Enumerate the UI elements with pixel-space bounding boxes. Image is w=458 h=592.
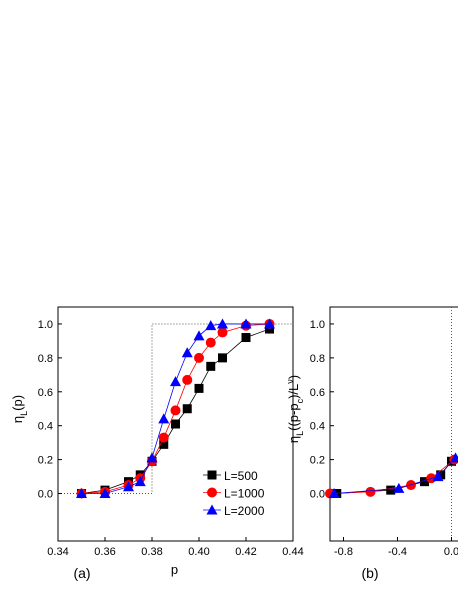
y-axis-label-part: c — [295, 398, 305, 403]
x-tick-label: 0.36 — [94, 546, 115, 558]
y-axis-label-part: ) — [286, 375, 301, 379]
marker — [146, 452, 158, 463]
marker — [194, 383, 204, 393]
y-axis-label-part: L — [19, 411, 29, 416]
marker — [158, 432, 169, 443]
marker — [134, 476, 146, 487]
plot-frame — [329, 306, 458, 542]
legend-label: L=2000 — [224, 504, 265, 518]
y-tick-label: 1.0 — [310, 319, 325, 331]
x-tick-label: 0.0 — [444, 546, 458, 558]
marker — [182, 374, 193, 385]
marker — [182, 404, 192, 414]
series-line — [334, 457, 456, 494]
legend-box — [203, 463, 285, 516]
legend-label: L=1000 — [224, 487, 265, 501]
y-axis-label-part: ν — [285, 379, 295, 384]
marker — [436, 470, 446, 480]
marker — [328, 488, 340, 499]
marker — [365, 486, 376, 497]
y-axis-label-part: η — [286, 436, 301, 443]
marker — [207, 487, 217, 498]
y-axis-label-part: ((p-p — [286, 403, 301, 430]
marker — [123, 481, 134, 492]
marker — [205, 320, 217, 331]
y-axis-label-part: η — [10, 416, 25, 423]
x-tick-label: 0.38 — [141, 546, 162, 558]
y-tick-label: 1.0 — [38, 319, 53, 331]
x-axis-label: p — [171, 562, 178, 577]
marker — [240, 318, 252, 329]
x-tick-label: -0.4 — [388, 546, 407, 558]
marker — [264, 318, 275, 329]
y-tick-label: 0.0 — [310, 489, 325, 501]
marker — [217, 327, 228, 338]
y-tick-label: 0.6 — [310, 387, 325, 399]
marker — [194, 352, 204, 363]
y-axis-label: ηL((p-pc)/Lν) — [285, 375, 305, 443]
legend-label: L=500 — [224, 469, 258, 483]
y-axis-label-part: L — [295, 431, 305, 436]
x-tick-label: -0.8 — [334, 546, 353, 558]
y-tick-label: 0.0 — [38, 489, 53, 501]
marker — [170, 405, 181, 416]
marker — [171, 419, 180, 429]
marker — [206, 361, 216, 371]
marker — [99, 488, 111, 499]
marker — [193, 330, 205, 341]
y-tick-label: 0.4 — [38, 421, 53, 433]
marker — [241, 333, 251, 343]
plot-frame — [57, 306, 294, 542]
x-tick-label: 0.42 — [235, 546, 256, 558]
y-axis-label: ηL(p) — [10, 395, 29, 423]
marker — [420, 477, 429, 487]
marker — [181, 347, 193, 358]
y-tick-label: 0.8 — [38, 353, 53, 365]
y-axis-label-part: (p) — [10, 395, 25, 411]
x-tick-label: 0.40 — [188, 546, 209, 558]
marker — [218, 353, 227, 363]
marker — [158, 413, 170, 424]
y-tick-label: 0.4 — [310, 421, 325, 433]
marker — [386, 485, 396, 495]
y-tick-label: 0.8 — [310, 353, 325, 365]
marker — [170, 376, 181, 387]
marker — [217, 318, 228, 329]
x-tick-label: 0.44 — [282, 546, 303, 558]
y-tick-label: 0.6 — [38, 387, 53, 399]
y-axis-label-part: )/L — [286, 384, 301, 399]
marker — [206, 504, 218, 515]
marker — [450, 452, 458, 463]
y-tick-label: 0.2 — [38, 455, 53, 467]
marker — [393, 482, 405, 493]
marker — [432, 471, 444, 482]
y-tick-label: 0.2 — [310, 455, 325, 467]
panel-label: (a) — [73, 565, 90, 581]
x-tick-label: 0.34 — [47, 546, 68, 558]
marker — [265, 324, 274, 334]
marker — [205, 337, 216, 348]
marker — [76, 488, 87, 499]
marker — [207, 470, 217, 480]
panel-label: (b) — [361, 565, 378, 581]
marker — [159, 439, 169, 449]
